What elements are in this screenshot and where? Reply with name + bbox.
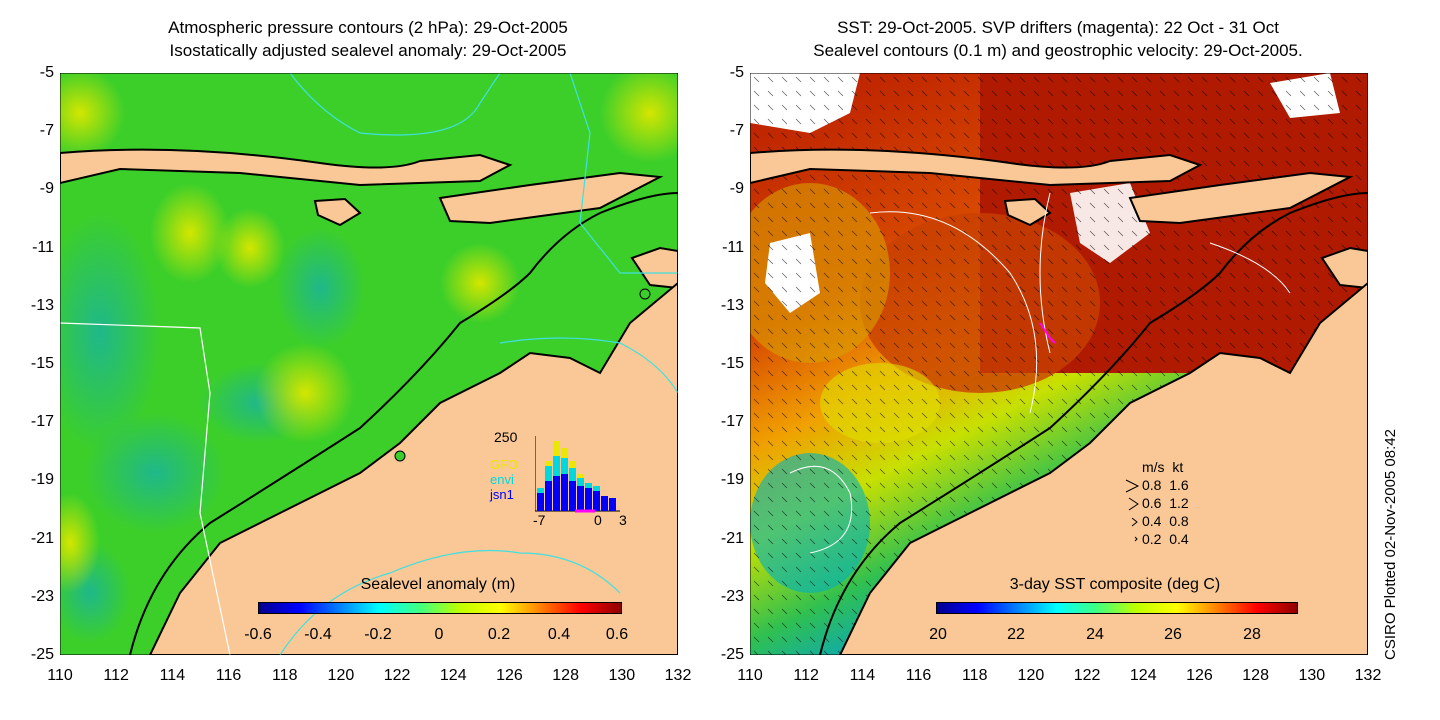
left-title-line1: Atmospheric pressure contours (2 hPa): 2…: [168, 18, 568, 37]
right-xtick: 128: [1242, 667, 1269, 684]
left-colorbar-label: Sealevel anomaly (m): [360, 576, 516, 593]
left-xtick: 130: [608, 667, 636, 684]
left-cb-tick-6: 0.4: [547, 626, 571, 643]
right-xtick: 110: [737, 667, 763, 684]
left-xtick: 120: [327, 667, 355, 684]
left-cb-tick-7: 0.6: [605, 626, 629, 643]
right-ytick: -13: [720, 296, 744, 314]
left-ytick: -23: [30, 587, 54, 605]
right-xtick: 116: [905, 667, 932, 684]
right-ytick: -19: [720, 471, 744, 489]
velocity-legend-row-4: 0.2 0.4: [1142, 531, 1189, 547]
right-cb-tick-5: 28: [1243, 626, 1261, 643]
right-ytick: -15: [720, 355, 744, 372]
inset-xtick-3: 3: [619, 512, 627, 528]
inset-xtick-1: -7: [533, 512, 546, 528]
right-xtick: 118: [961, 667, 988, 684]
satellite-label-jsn1: jsn1: [490, 487, 514, 502]
right-xtick: 112: [793, 667, 819, 684]
left-ytick: -11: [32, 238, 54, 256]
velocity-legend-row-2: 0.6 1.2: [1142, 495, 1189, 511]
sealevel-anomaly-map: [60, 73, 678, 655]
plot-credit: CSIRO Plotted 02-Nov-2005 08:42: [1382, 429, 1399, 660]
left-cb-tick-2: -0.4: [304, 626, 332, 643]
right-ytick: -9: [729, 180, 744, 198]
right-xtick: 130: [1298, 667, 1326, 684]
right-xtick: 114: [849, 667, 876, 684]
right-ytick: -25: [720, 646, 744, 663]
right-ytick: -11: [722, 238, 744, 256]
left-xtick: 114: [159, 667, 186, 684]
velocity-legend-header: m/s kt: [1142, 459, 1184, 475]
right-xtick: 120: [1017, 667, 1045, 684]
satellite-label-envi: envi: [490, 472, 514, 487]
left-cb-tick-5: 0.2: [487, 626, 511, 643]
left-xtick: 132: [664, 667, 692, 684]
left-ytick: -13: [30, 296, 54, 314]
right-ytick: -5: [729, 64, 744, 81]
velocity-legend-arrows: [1125, 479, 1140, 542]
right-title-line2: Sealevel contours (0.1 m) and geostrophi…: [813, 41, 1303, 60]
right-xtick: 132: [1354, 667, 1382, 684]
left-xtick: 110: [47, 667, 73, 684]
velocity-legend-row-1: 0.8 1.6: [1142, 477, 1189, 493]
left-cb-tick-1: -0.6: [244, 626, 272, 643]
right-ytick: -23: [720, 587, 744, 605]
altimeter-histogram-inset: [535, 436, 620, 513]
inset-xtick-2: 0: [594, 512, 602, 528]
left-ytick: -21: [30, 529, 54, 547]
left-xtick: 128: [552, 667, 579, 684]
velocity-legend-row-3: 0.4 0.8: [1142, 513, 1189, 529]
right-cb-tick-4: 26: [1164, 626, 1182, 643]
sst-map: [750, 73, 1368, 655]
left-ytick: -7: [39, 122, 54, 140]
right-ytick: -21: [720, 529, 744, 547]
left-ytick: -19: [30, 471, 54, 489]
left-xtick: 112: [103, 667, 129, 684]
inset-ymax-label: 250: [494, 429, 518, 445]
left-xtick: 126: [496, 667, 523, 684]
left-title-line2: Isostatically adjusted sealevel anomaly:…: [169, 41, 567, 60]
right-xtick: 122: [1073, 667, 1101, 684]
left-ytick: -25: [30, 646, 54, 663]
right-title-line1: SST: 29-Oct-2005. SVP drifters (magenta)…: [837, 18, 1279, 37]
right-colorbar: [936, 602, 1298, 614]
left-xtick: 116: [215, 667, 242, 684]
satellite-label-gfo: GFO: [490, 457, 519, 472]
right-xtick: 124: [1129, 667, 1157, 684]
left-ytick: -9: [39, 180, 54, 198]
left-ytick: -15: [30, 355, 54, 372]
left-ytick: -5: [39, 64, 54, 81]
left-cb-tick-4: 0: [434, 626, 444, 643]
right-cb-tick-3: 24: [1086, 626, 1104, 643]
left-xtick: 122: [383, 667, 411, 684]
left-xtick: 124: [439, 667, 467, 684]
right-colorbar-label: 3-day SST composite (deg C): [1009, 576, 1221, 593]
left-colorbar: [258, 602, 622, 614]
left-xtick: 118: [271, 667, 298, 684]
right-xtick: 126: [1186, 667, 1213, 684]
right-cb-tick-2: 22: [1007, 626, 1025, 643]
left-ytick: -17: [30, 413, 54, 431]
left-cb-tick-3: -0.2: [364, 626, 392, 643]
right-cb-tick-1: 20: [929, 626, 947, 643]
right-ytick: -7: [729, 122, 744, 140]
right-ytick: -17: [720, 413, 744, 431]
